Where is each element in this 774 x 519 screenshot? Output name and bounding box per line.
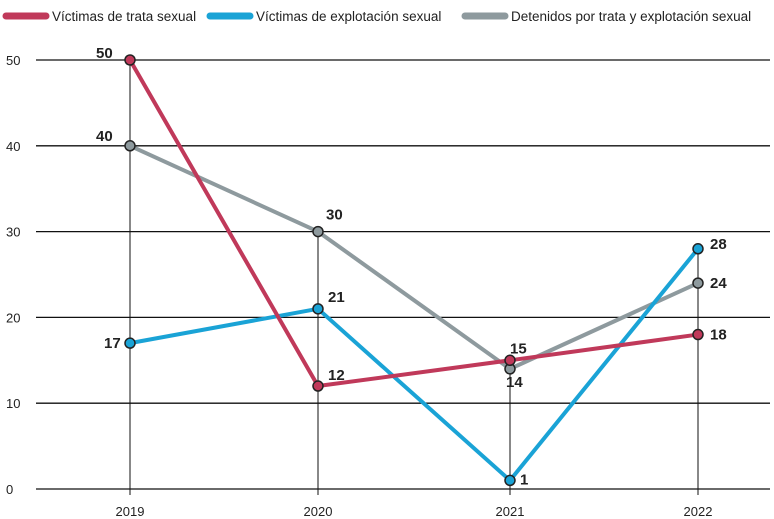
data-point: [124, 54, 136, 66]
data-point: [124, 337, 136, 349]
data-label: 17: [104, 335, 121, 352]
x-tick-label: 2021: [496, 504, 525, 519]
series-line: [128, 58, 700, 389]
x-axis: 2019 2020 2021 2022: [116, 60, 713, 519]
data-point: [692, 277, 704, 289]
data-label: 24: [710, 275, 727, 292]
data-label: 14: [506, 374, 523, 391]
data-point: [692, 328, 704, 341]
data-label: 30: [326, 207, 343, 224]
x-tick-label: 2019: [116, 504, 145, 519]
x-tick-label: 2020: [304, 504, 333, 519]
legend-label: Víctimas de explotación sexual: [256, 9, 441, 24]
data-label: 12: [328, 367, 345, 384]
legend: Víctimas de trata sexual Víctimas de expl…: [2, 9, 751, 24]
y-tick-label: 30: [6, 225, 20, 240]
data-point: [504, 354, 516, 367]
y-tick-label: 10: [6, 396, 20, 411]
data-point: [692, 243, 704, 255]
data-point: [124, 140, 136, 152]
data-label: 40: [96, 128, 113, 145]
series-group: [124, 54, 704, 487]
legend-label: Víctimas de trata sexual: [52, 9, 196, 24]
legend-label: Detenidos por trata y explotación sexual: [511, 9, 751, 24]
y-tick-label: 40: [6, 139, 20, 154]
x-tick-label: 2022: [684, 504, 713, 519]
data-label: 21: [328, 289, 345, 306]
series-line: [128, 143, 700, 371]
data-point: [312, 225, 324, 238]
data-label: 1: [520, 471, 528, 488]
y-tick-label: 50: [6, 53, 20, 68]
data-point: [312, 303, 324, 315]
y-axis: 0 10 20 30 40 50: [6, 53, 20, 497]
data-point: [504, 474, 516, 487]
y-tick-label: 0: [6, 482, 13, 497]
data-point: [312, 380, 324, 392]
data-label: 18: [710, 327, 727, 344]
y-tick-label: 20: [6, 310, 20, 325]
data-labels: 50 12 15 18 17 21 1 28 40 30 14 24: [96, 45, 727, 488]
data-label: 15: [510, 340, 527, 357]
series-line: [128, 246, 700, 483]
grid: [36, 59, 770, 490]
data-label: 28: [710, 236, 727, 253]
data-label: 50: [96, 45, 113, 62]
